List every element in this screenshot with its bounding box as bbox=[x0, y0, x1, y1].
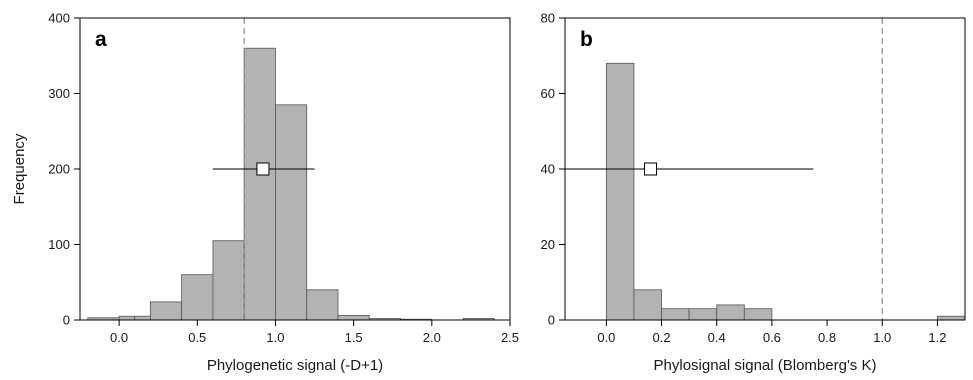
histogram-bar bbox=[306, 289, 339, 321]
x-tick-label: 1.2 bbox=[928, 330, 946, 345]
histogram-bar bbox=[149, 301, 183, 321]
x-tick-label: 1.5 bbox=[345, 330, 363, 345]
panel-a: 0.0 0.5 1.0 1.5 2.0 2.5 0 100 200 300 400 Phylogene… bbox=[11, 11, 519, 375]
panel-label: a bbox=[95, 28, 107, 51]
x-tick-label: 0.0 bbox=[110, 330, 128, 345]
x-tick-label: 1.0 bbox=[873, 330, 891, 345]
histogram-bar bbox=[633, 289, 662, 321]
histogram-bar bbox=[688, 308, 718, 321]
summary-point-marker bbox=[256, 162, 270, 176]
x-tick-label: 2.5 bbox=[501, 330, 519, 345]
panel-label: b bbox=[580, 28, 593, 51]
y-tick-label: 100 bbox=[48, 237, 70, 252]
histogram-bar bbox=[212, 240, 245, 321]
histogram-bar bbox=[181, 274, 214, 321]
x-tick-label: 0.4 bbox=[708, 330, 726, 345]
histogram-bar bbox=[937, 315, 966, 321]
y-tick-label: 40 bbox=[541, 162, 555, 177]
histogram-bar bbox=[275, 104, 308, 321]
histogram-bar bbox=[716, 304, 745, 321]
histogram-bar bbox=[243, 47, 276, 321]
histogram-bar bbox=[661, 308, 690, 321]
x-tick-label: 0.2 bbox=[653, 330, 671, 345]
histogram-bar bbox=[337, 315, 370, 321]
summary-point-marker bbox=[644, 162, 658, 176]
x-tick-label: 0.0 bbox=[597, 330, 615, 345]
x-tick-label: 0.5 bbox=[188, 330, 206, 345]
y-axis-title: Frequency bbox=[11, 133, 28, 204]
x-tick-label: 0.8 bbox=[818, 330, 836, 345]
histogram-bar bbox=[605, 62, 635, 321]
y-tick-label: 200 bbox=[48, 162, 70, 177]
y-tick-label: 300 bbox=[48, 86, 70, 101]
y-tick-label: 0 bbox=[548, 313, 555, 328]
histogram-bar bbox=[118, 315, 136, 321]
x-axis-title: Phylosignal signal (Blomberg's K) bbox=[654, 357, 877, 374]
y-tick-label: 60 bbox=[541, 86, 555, 101]
y-tick-label: 0 bbox=[63, 313, 70, 328]
x-tick-label: 0.6 bbox=[763, 330, 781, 345]
x-tick-label: 1.0 bbox=[266, 330, 284, 345]
histogram-bar bbox=[743, 308, 773, 321]
x-axis-title: Phylogenetic signal (-D+1) bbox=[207, 357, 383, 374]
y-tick-label: 80 bbox=[541, 11, 555, 26]
y-tick-label: 400 bbox=[48, 11, 70, 26]
x-tick-label: 2.0 bbox=[423, 330, 441, 345]
y-tick-label: 20 bbox=[541, 237, 555, 252]
panel-b: 0.0 0.2 0.4 0.6 0.8 1.0 1.2 0 20 40 60 80 Phylosigna… bbox=[541, 11, 966, 374]
